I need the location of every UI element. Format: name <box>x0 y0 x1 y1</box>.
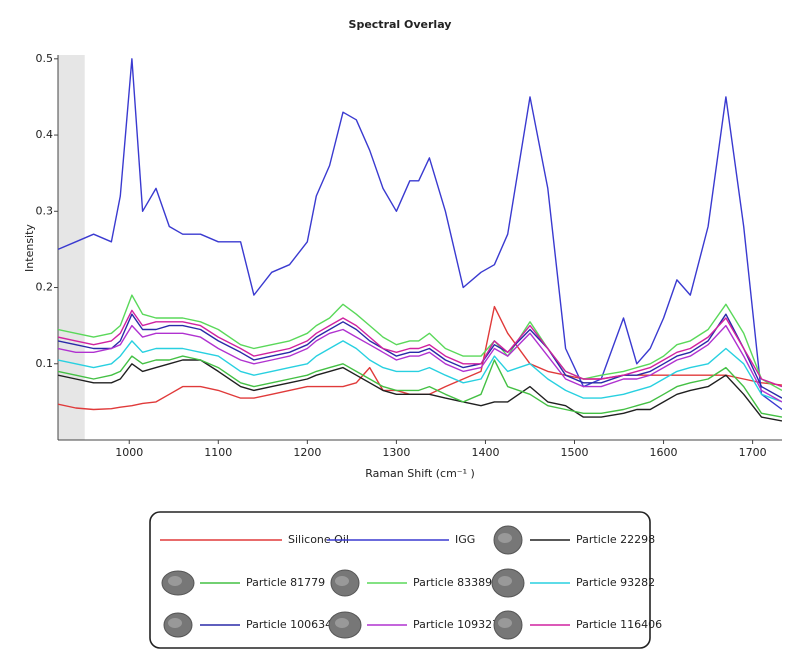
particle-icon-shade <box>498 533 512 543</box>
chart-title: Spectral Overlay <box>349 18 452 31</box>
legend-label: Particle 100634 <box>246 618 332 631</box>
series-line <box>58 324 782 403</box>
y-tick-label: 0.4 <box>36 128 54 141</box>
y-tick-label: 0.5 <box>36 52 54 65</box>
particle-icon-shade <box>168 576 182 586</box>
series-line <box>58 305 782 411</box>
series-line <box>58 58 782 411</box>
series-line <box>58 355 782 418</box>
legend-label: IGG <box>455 533 475 546</box>
series-line <box>58 340 782 403</box>
x-tick-label: 1500 <box>561 446 589 459</box>
y-tick-label: 0.3 <box>36 204 54 217</box>
x-tick-label: 1300 <box>382 446 410 459</box>
legend-label: Particle 109327 <box>413 618 499 631</box>
series-line <box>58 359 782 422</box>
legend-label: Particle 22298 <box>576 533 655 546</box>
x-tick-label: 1000 <box>115 446 143 459</box>
legend-label: Silicone Oil <box>288 533 349 546</box>
legend-label: Particle 116406 <box>576 618 662 631</box>
x-tick-label: 1600 <box>650 446 678 459</box>
particle-icon-shade <box>498 618 512 628</box>
x-tick-label: 1100 <box>204 446 232 459</box>
series-line <box>58 294 782 392</box>
y-tick-label: 0.1 <box>36 357 54 370</box>
particle-icon-shade <box>335 618 349 628</box>
particle-icon-shade <box>335 576 349 586</box>
x-tick-label: 1700 <box>739 446 767 459</box>
y-axis-label: Intensity <box>23 224 36 272</box>
x-tick-label: 1200 <box>293 446 321 459</box>
series-line <box>58 313 782 399</box>
series-line <box>58 309 782 388</box>
x-axis-label: Raman Shift (cm⁻¹ ) <box>365 467 475 480</box>
x-tick-label: 1400 <box>471 446 499 459</box>
legend-label: Particle 81779 <box>246 576 325 589</box>
legend-label: Particle 93282 <box>576 576 655 589</box>
y-tick-label: 0.2 <box>36 281 54 294</box>
legend-box <box>149 511 651 649</box>
particle-icon-shade <box>498 576 512 586</box>
particle-icon-shade <box>168 618 182 628</box>
legend-label: Particle 83389 <box>413 576 492 589</box>
